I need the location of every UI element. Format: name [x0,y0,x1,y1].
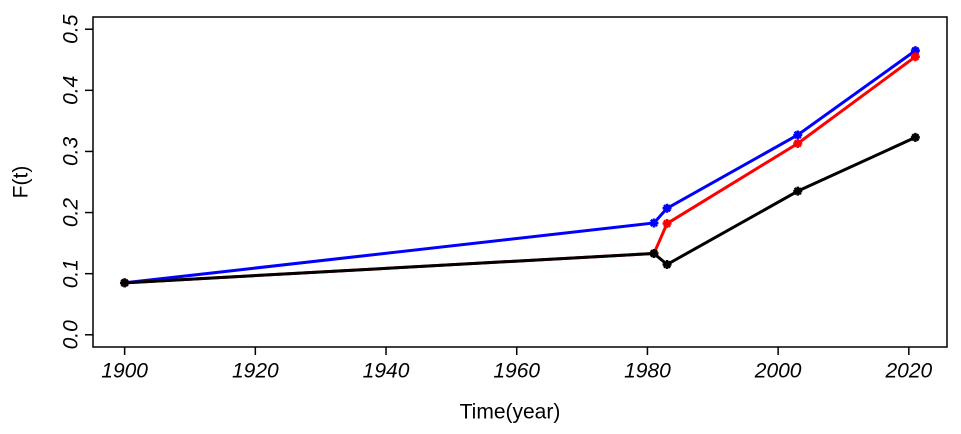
point [649,218,659,228]
point [793,139,803,148]
plot-box [92,16,948,348]
point [910,46,920,56]
point [649,249,659,258]
x-tick-label: 2000 [754,360,802,383]
point [662,203,672,213]
y-tick-label: 0.5 [60,14,83,44]
point [662,260,672,269]
point [910,132,920,142]
x-tick-label: 1900 [101,360,148,383]
point [910,52,920,62]
x-tick-label: 1980 [624,360,671,383]
x-tick-label: 1920 [232,360,279,383]
y-tick-label: 0.0 [60,320,83,350]
y-tick-label: 0.3 [60,137,83,167]
series-line [124,55,917,285]
point [662,219,672,229]
point [120,278,130,288]
x-tick-label: 1940 [363,360,410,383]
x-tick-label: 2020 [884,360,932,383]
x-tick-label: 1960 [493,360,540,383]
series-line [124,136,916,285]
series-line [124,49,917,285]
y-axis-label: F(t) [10,166,33,199]
point [793,130,803,140]
x-axis-label: Time(year) [460,401,561,424]
y-tick-label: 0.2 [60,198,83,228]
y-tick-label: 0.1 [60,259,83,288]
point [793,186,803,196]
y-tick-label: 0.4 [60,76,83,105]
